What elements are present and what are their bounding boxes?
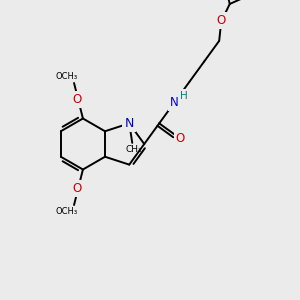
Text: N: N	[124, 117, 134, 130]
Text: H: H	[180, 91, 188, 101]
Text: CH₃: CH₃	[125, 145, 142, 154]
Text: OCH₃: OCH₃	[56, 72, 78, 81]
Text: O: O	[73, 182, 82, 195]
Text: O: O	[176, 132, 185, 145]
Text: O: O	[73, 93, 82, 106]
Text: N: N	[170, 96, 178, 109]
Text: OCH₃: OCH₃	[56, 207, 78, 216]
Text: O: O	[217, 14, 226, 27]
